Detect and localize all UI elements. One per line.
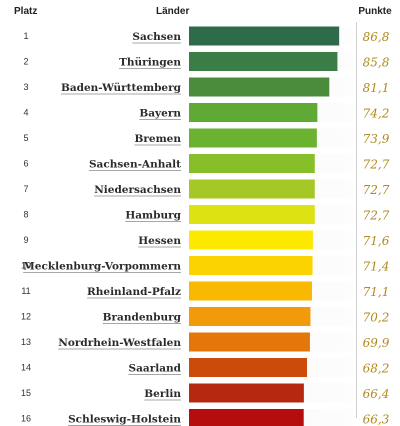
state-label[interactable]: Thüringen	[119, 57, 181, 69]
chart-row: 1 Sachsen 86,8	[23, 26, 390, 46]
bar	[189, 205, 315, 224]
rank-label: 4	[23, 108, 28, 118]
rank-label: 15	[21, 388, 31, 398]
bar	[189, 52, 338, 71]
rank-label: 6	[23, 159, 28, 169]
chart-row: 2 Thüringen 85,8	[23, 52, 390, 71]
state-label[interactable]: Hamburg	[125, 210, 181, 222]
chart-row: 6 Sachsen-Anhalt 72,7	[23, 154, 390, 173]
chart-row: 3 Baden-Württemberg 81,1	[23, 77, 390, 97]
value-label: 81,1	[363, 81, 390, 95]
state-label[interactable]: Bremen	[134, 133, 181, 145]
value-label: 72,7	[363, 183, 390, 197]
state-label[interactable]: Baden-Württemberg	[61, 82, 182, 94]
value-label: 85,8	[363, 56, 390, 70]
bar	[189, 26, 340, 46]
state-label[interactable]: Nordrhein-Westfalen	[58, 337, 181, 349]
bar	[189, 307, 311, 326]
rank-label: 9	[23, 235, 28, 245]
chart-row: 8 Hamburg 72,7	[23, 205, 390, 224]
chart-row: 5 Bremen 73,9	[23, 128, 390, 148]
value-label: 74,2	[363, 107, 390, 121]
value-label: 73,9	[363, 132, 390, 146]
rank-label: 2	[23, 57, 28, 67]
bar	[189, 358, 307, 377]
rank-label: 5	[23, 133, 28, 143]
value-label: 69,9	[363, 336, 390, 350]
state-label[interactable]: Berlin	[144, 388, 181, 400]
rank-label: 16	[21, 414, 31, 424]
rank-label: 10	[21, 261, 31, 271]
rank-label: 11	[21, 286, 30, 296]
bar	[189, 103, 318, 122]
chart-row: 12 Brandenburg 70,2	[21, 307, 389, 326]
bar	[189, 128, 317, 148]
rank-label: 3	[23, 82, 28, 92]
bar	[189, 281, 313, 301]
bar	[189, 179, 315, 199]
chart-row: 4 Bayern 74,2	[23, 103, 389, 122]
chart-row: 7 Niedersachsen 72,7	[23, 179, 390, 199]
value-label: 66,4	[363, 387, 390, 401]
rank-label: 8	[23, 210, 28, 220]
state-label[interactable]: Sachsen-Anhalt	[89, 159, 181, 171]
value-label: 71,4	[363, 260, 390, 274]
value-label: 68,2	[363, 362, 390, 376]
state-label[interactable]: Rheinland-Pfalz	[87, 286, 181, 298]
value-label: 66,3	[363, 413, 390, 426]
value-label: 71,6	[363, 234, 390, 248]
state-label[interactable]: Bayern	[139, 108, 181, 120]
chart-row: 15 Berlin 66,4	[21, 383, 390, 403]
rank-label: 14	[21, 363, 31, 373]
rank-label: 1	[23, 31, 28, 41]
state-label[interactable]: Mecklenburg-Vorpommern	[23, 261, 181, 273]
bar	[189, 230, 313, 250]
state-label[interactable]: Saarland	[129, 363, 182, 375]
bar	[189, 332, 310, 352]
chart-row: 14 Saarland 68,2	[21, 358, 389, 377]
chart-row: 13 Nordrhein-Westfalen 69,9	[21, 332, 390, 352]
chart-rows: 1 Sachsen 86,8 2 Thüringen 85,8 3 Baden-Württem…	[21, 26, 390, 426]
rank-label: 13	[21, 337, 31, 347]
rank-label: 7	[23, 184, 28, 194]
value-label: 70,2	[363, 311, 390, 325]
header-points: Punkte	[358, 6, 392, 17]
chart-row: 9 Hessen 71,6	[23, 230, 390, 250]
bar	[189, 154, 315, 173]
header-name: Länder	[156, 6, 189, 17]
state-label[interactable]: Sachsen	[132, 31, 181, 43]
bar	[189, 383, 304, 403]
bar	[189, 409, 304, 426]
chart-row: 11 Rheinland-Pfalz 71,1	[21, 281, 390, 301]
state-label[interactable]: Hessen	[138, 235, 181, 247]
bar	[189, 77, 330, 97]
bar	[189, 256, 313, 275]
value-label: 71,1	[363, 285, 390, 299]
state-label[interactable]: Schleswig-Holstein	[68, 414, 181, 426]
state-label[interactable]: Niedersachsen	[94, 184, 181, 196]
state-label[interactable]: Brandenburg	[103, 312, 182, 324]
value-label: 72,7	[363, 209, 390, 223]
rank-label: 12	[21, 312, 31, 322]
value-label: 72,7	[363, 158, 390, 172]
chart-row: 16 Schleswig-Holstein 66,3	[21, 409, 390, 426]
value-label: 86,8	[363, 30, 390, 44]
header-rank: Platz	[14, 6, 37, 17]
